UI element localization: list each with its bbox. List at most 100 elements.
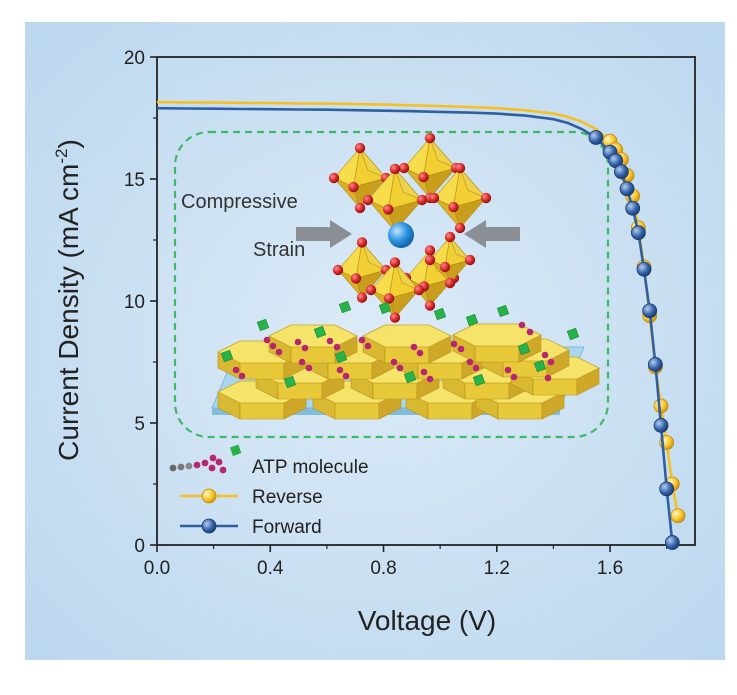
compressive-arrow-right xyxy=(464,220,520,248)
molecule-magenta-atom xyxy=(518,321,526,329)
molecule-magenta-atom xyxy=(364,342,372,350)
y-axis-title: Current Density (mA cm-2) xyxy=(52,139,84,461)
molecule-green-square xyxy=(517,342,531,356)
molecule-magenta-atom xyxy=(336,366,344,374)
octahedron-face xyxy=(449,236,471,261)
y-axis-title-sup: -2 xyxy=(52,149,71,164)
legend-label-forward: Forward xyxy=(252,517,322,538)
oxygen-atom xyxy=(454,162,466,174)
legend-line-forward xyxy=(180,518,238,534)
molecule-green-square xyxy=(220,349,234,363)
molecule-magenta-atom xyxy=(547,358,555,366)
cation-icon xyxy=(388,222,414,248)
point-forward xyxy=(642,303,658,319)
octahedron-face xyxy=(388,289,421,319)
molecule-magenta-atom xyxy=(238,372,246,380)
molecule-green-square xyxy=(403,370,417,384)
axes: 0.0 0.4 0.8 1.2 1.6 0 5 10 15 20 xyxy=(124,48,696,579)
x-tick-label: 0.0 xyxy=(144,558,170,579)
molecule-green-square xyxy=(338,300,352,314)
molecule-green-square xyxy=(566,327,580,341)
y-tick-label: 15 xyxy=(124,170,145,191)
molecule-green-square xyxy=(334,350,348,364)
oxygen-atom xyxy=(454,222,466,234)
hexagon-side xyxy=(464,382,510,400)
x-tick-label: 1.6 xyxy=(597,558,623,579)
octahedron-face xyxy=(429,137,457,169)
oxygen-atom xyxy=(444,231,456,243)
molecule-green-square xyxy=(433,307,447,321)
molecule-magenta-atom xyxy=(526,328,534,336)
compressive-arrow-left xyxy=(296,220,352,248)
point-forward xyxy=(664,535,680,550)
point-forward xyxy=(659,481,675,497)
molecule-magenta-atom xyxy=(450,340,458,348)
molecule-magenta-atom xyxy=(541,351,549,359)
hexagon-top xyxy=(268,324,358,348)
y-tick-label: 20 xyxy=(124,48,145,69)
octahedron-face xyxy=(453,197,488,229)
point-forward xyxy=(636,261,652,277)
inset-dashed-box xyxy=(173,130,610,439)
molecule-magenta-atom xyxy=(305,364,313,372)
y-tick-label: 0 xyxy=(134,536,145,557)
y-axis-title-main: Current Density (mA cm xyxy=(53,164,84,461)
molecule-green-square xyxy=(472,373,486,387)
oxygen-atom xyxy=(416,194,428,206)
octahedron-face xyxy=(394,262,420,291)
oxygen-atom xyxy=(464,254,476,266)
hexagon-side xyxy=(334,402,380,420)
legend-molecule-icon xyxy=(169,444,242,474)
y-tick-label: 5 xyxy=(134,414,145,435)
molecule-magenta-atom xyxy=(390,358,398,366)
oxygen-atom xyxy=(328,172,340,184)
octahedron-face xyxy=(353,177,388,209)
molecule-magenta-atom xyxy=(504,366,512,374)
x-axis-title: Voltage (V) xyxy=(358,605,497,636)
point-forward xyxy=(588,130,604,145)
molecule-magenta-atom xyxy=(472,364,480,372)
oxygen-atom xyxy=(354,142,366,154)
oxygen-atom xyxy=(354,202,366,214)
octahedron-face xyxy=(394,168,423,201)
oxygen-atom xyxy=(383,204,394,215)
hexagon-side xyxy=(372,382,418,400)
x-tick-label: 0.8 xyxy=(370,558,396,579)
octahedron-face xyxy=(423,167,458,199)
oxygen-atom xyxy=(413,284,425,296)
hexagon-side xyxy=(239,362,285,380)
molecule-green-square xyxy=(496,304,510,318)
oxygen-atom xyxy=(383,293,395,304)
hexagon-side xyxy=(427,402,473,420)
legend: ATP molecule Reverse Forward xyxy=(169,444,369,538)
molecule-magenta-atom xyxy=(416,349,424,357)
molecule-green-square xyxy=(313,325,327,339)
molecule-magenta-atom xyxy=(326,337,334,345)
point-forward xyxy=(653,418,669,433)
oxygen-atom xyxy=(444,277,456,289)
oxygen-atom xyxy=(389,163,401,175)
molecule-magenta-atom xyxy=(457,345,465,353)
molecule-green-square xyxy=(256,318,270,332)
molecule-magenta-atom xyxy=(410,343,418,351)
oxygen-atom xyxy=(480,192,492,204)
oxygen-atom xyxy=(418,171,429,183)
hexagon-side xyxy=(290,346,336,364)
oxygen-atom xyxy=(362,194,374,206)
annotation-compressive: Compressive xyxy=(181,191,298,213)
hexagon-top xyxy=(362,324,452,348)
molecule-magenta-atom xyxy=(426,375,434,383)
point-forward xyxy=(630,225,646,241)
oxygen-atom xyxy=(398,162,410,174)
molecule-green-square xyxy=(465,313,479,327)
hexagon-side xyxy=(474,345,520,363)
molecule-magenta-atom xyxy=(232,366,240,374)
point-forward xyxy=(647,357,663,372)
hexagon-side xyxy=(239,402,285,420)
oxygen-atom xyxy=(356,292,368,303)
oxygen-atom xyxy=(424,254,436,266)
hexagon-side xyxy=(532,378,578,396)
molecule-magenta-atom xyxy=(342,372,350,380)
molecule-magenta-atom xyxy=(358,336,366,344)
